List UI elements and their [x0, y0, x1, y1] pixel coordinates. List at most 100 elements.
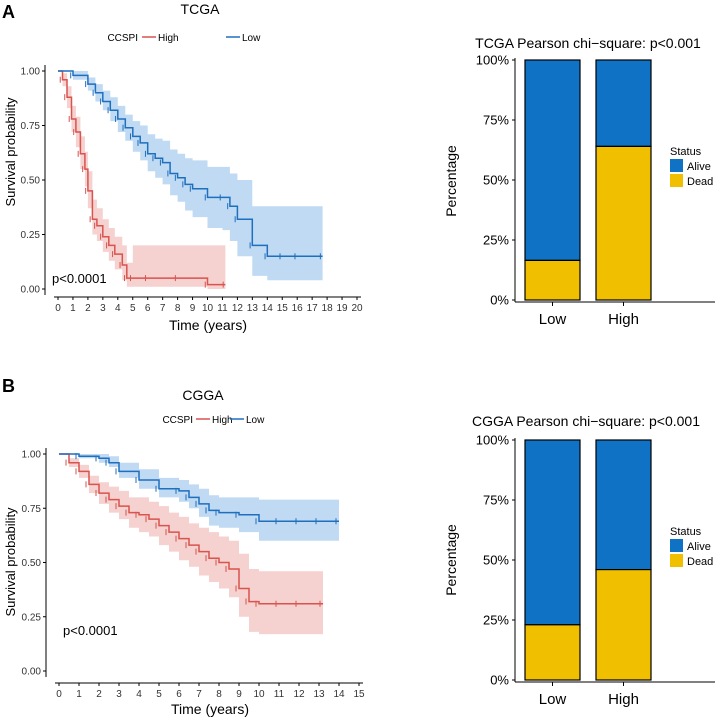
km-a-xtick-label: 12: [232, 303, 244, 314]
bar-b-plot: 0% 25% 50% 75% 100% Low High: [476, 433, 715, 708]
km-b-xtick-label: 14: [333, 689, 345, 700]
km-a-legend-low: Low: [242, 33, 261, 44]
km-a-legend-title: CCSPI: [107, 33, 138, 44]
bar-b-ytick-label: 100%: [476, 433, 510, 448]
km-b-xtick-label: 5: [156, 689, 162, 700]
km-a-legend-high: High: [158, 33, 179, 44]
km-b-pvalue: p<0.0001: [63, 623, 118, 638]
bar-a-xtick-label: High: [608, 311, 639, 328]
km-a-ytick-label: 0.75: [21, 121, 41, 132]
km-b-ytick-label: 0.75: [22, 504, 42, 515]
bar-a-xtick-label: Low: [539, 311, 567, 328]
km-b-xtick-label: 13: [313, 689, 325, 700]
km-a-xlabel: Time (years): [169, 317, 247, 333]
bar-b-xtick-label: High: [608, 691, 639, 708]
bar-b-ytick-label: 75%: [483, 493, 509, 508]
km-a-xtick-label: 10: [202, 303, 214, 314]
km-b-ci-band-high: [59, 454, 323, 635]
km-a-curve-low: [58, 70, 323, 258]
km-b-xtick-label: 2: [96, 689, 102, 700]
bar-a-ytick-label: 75%: [483, 113, 509, 128]
km-b-legend-low: Low: [246, 415, 265, 426]
km-b-title: CGGA: [182, 387, 224, 403]
km-a-xtick-label: 8: [175, 303, 181, 314]
km-a-xtick-label: 13: [247, 303, 259, 314]
km-b-xtick-label: 15: [353, 689, 365, 700]
km-a-xtick-label: 16: [292, 303, 304, 314]
km-a-xtick-label: 18: [322, 303, 334, 314]
km-a-xtick-label: 4: [115, 303, 121, 314]
km-b-xtick-label: 0: [56, 689, 62, 700]
bar-b-bar-low-alive: [524, 439, 581, 626]
bar-a-ytick-label: 25%: [483, 233, 509, 248]
km-b-xtick-label: 3: [116, 689, 122, 700]
bar-a-legend-title: Status: [670, 146, 702, 158]
km-a-xtick-label: 5: [130, 303, 136, 314]
bar-a-ylabel: Percentage: [443, 145, 459, 217]
km-b-xtick-label: 8: [216, 689, 222, 700]
km-b-ytick-label: 0.25: [22, 612, 42, 623]
km-b-xlabel: Time (years): [171, 701, 249, 717]
km-b-xtick-label: 7: [196, 689, 202, 700]
km-a-ytick-label: 0.25: [21, 230, 41, 241]
bar-a-legend-alive: Alive: [687, 161, 711, 173]
bar-a-title: TCGA Pearson chi−square: p<0.001: [475, 35, 701, 51]
km-b-xtick-label: 10: [253, 689, 265, 700]
km-a-ytick-label: 0.50: [21, 176, 41, 187]
km-b-xtick-label: 6: [176, 689, 182, 700]
bar-a-ytick-label: 50%: [483, 173, 509, 188]
km-a-xtick-label: 6: [145, 303, 151, 314]
bar-b-ylabel: Percentage: [443, 524, 459, 596]
bar-b-legend-dead-swatch: [670, 554, 683, 567]
km-a-xtick-label: 3: [100, 303, 106, 314]
km-a-ytick-label: 1.00: [21, 67, 41, 78]
km-b-ytick-label: 0.00: [22, 667, 42, 678]
km-a-xtick-label: 1: [70, 303, 76, 314]
km-a-xtick-label: 2: [85, 303, 91, 314]
km-b-legend-title: CCSPI: [162, 415, 193, 426]
km-a-xtick-label: 19: [336, 303, 348, 314]
km-b-ytick-label: 0.50: [22, 558, 42, 569]
bar-b-bar-high-alive: [595, 439, 652, 571]
km-b-curve-high: [59, 453, 323, 605]
bar-a-legend-dead-swatch: [670, 174, 683, 187]
km-b-plot: 0.000.250.500.751.000 1 2 3 4 5 6 7 8 9 10 11 12 13 14…: [22, 448, 365, 700]
km-b-xtick-label: 4: [136, 689, 142, 700]
km-a-ci-band-low: [58, 71, 323, 281]
km-a-xtick-label: 15: [277, 303, 289, 314]
km-a-xtick-label: 17: [307, 303, 319, 314]
km-b-ylabel: Survival probability: [3, 507, 18, 617]
km-a-plot: 0.000.250.500.751.000 1 2 3 4 5 6 7 8 9 10 11 12 13 14…: [21, 65, 363, 314]
km-b-xtick-label: 11: [274, 689, 285, 700]
bar-b-xtick-label: Low: [539, 691, 567, 708]
bar-b-title: CGGA Pearson chi−square: p<0.001: [472, 413, 700, 429]
km-b-xtick-label: 12: [293, 689, 305, 700]
bar-b-legend-alive-swatch: [670, 539, 683, 552]
bar-a-ytick-label: 0%: [490, 293, 509, 308]
km-a-xtick-label: 7: [160, 303, 166, 314]
km-a-title: TCGA: [181, 1, 221, 17]
bar-a-bar-low-dead: [524, 259, 581, 301]
km-a-xtick-label: 14: [262, 303, 274, 314]
bar-b-legend-dead: Dead: [687, 556, 713, 568]
km-a-ci-band-high: [58, 71, 226, 289]
bar-a-legend-dead: Dead: [687, 176, 713, 188]
km-a-ylabel: Survival probability: [3, 97, 18, 207]
bar-b-ytick-label: 25%: [483, 613, 509, 628]
bar-a-bar-low-alive: [524, 59, 581, 261]
km-b-curve-low: [59, 453, 339, 523]
km-a-xtick-label: 0: [55, 303, 61, 314]
bar-a-legend-alive-swatch: [670, 159, 683, 172]
km-a-xtick-label: 20: [351, 303, 363, 314]
km-a-ytick-label: 0.00: [21, 285, 41, 296]
km-b-legend-high: High: [212, 415, 233, 426]
bar-b-legend-alive: Alive: [687, 541, 711, 553]
km-a-xtick-label: 9: [190, 303, 196, 314]
bar-b-bar-low-dead: [524, 624, 581, 681]
bar-a-bar-high-alive: [595, 59, 652, 148]
bar-b-ytick-label: 0%: [490, 673, 509, 688]
km-b-ytick-label: 1.00: [22, 450, 42, 461]
bar-b-ytick-label: 50%: [483, 553, 509, 568]
bar-a-ytick-label: 100%: [476, 53, 510, 68]
